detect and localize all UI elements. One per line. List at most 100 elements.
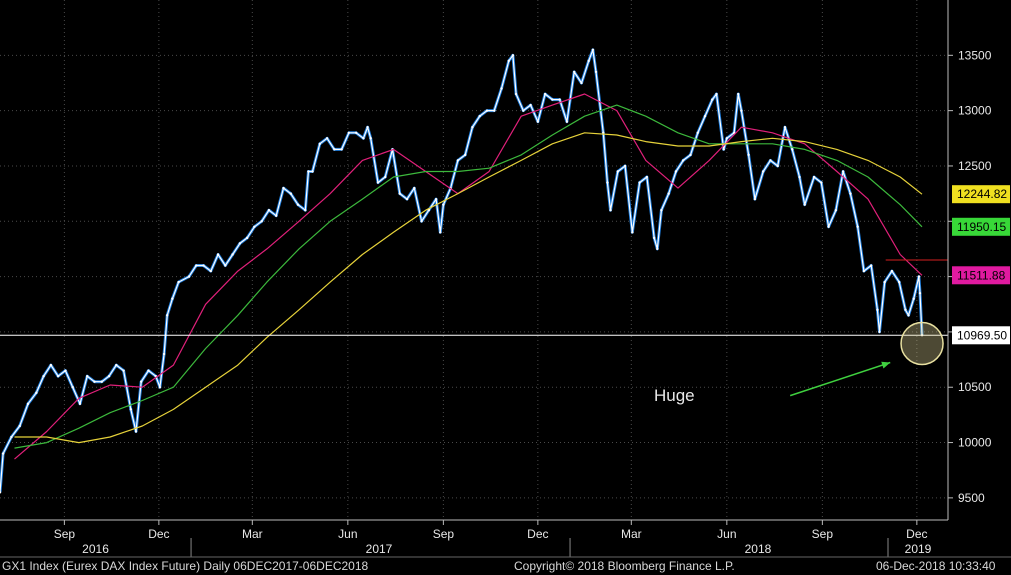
price-point: [35, 391, 38, 394]
y-tick-label: 13500: [958, 48, 992, 62]
price-point: [140, 380, 143, 383]
annotation-arrow-head: [881, 361, 891, 369]
price-series-line: [0, 49, 923, 493]
price-point: [56, 374, 60, 378]
price-point: [71, 386, 74, 389]
annotation-arrow: [789, 361, 891, 397]
price-point: [195, 264, 198, 267]
price-point: [798, 175, 801, 179]
price-point: [238, 242, 242, 245]
price-point: [245, 236, 249, 240]
price-point: [478, 114, 481, 118]
price-point: [907, 314, 910, 317]
price-point: [918, 291, 922, 295]
axis-layer: 9500 10000 10500 12500 13000 13500 Sep Dec Mar Ju…: [0, 0, 1011, 558]
price-point: [340, 148, 343, 151]
price-point: [282, 186, 285, 190]
price-point: [134, 430, 138, 433]
price-point: [878, 330, 881, 334]
value-label-text: 12244.82: [957, 187, 1007, 201]
value-label-bg: [952, 326, 1010, 345]
ma_long-series-line: [14, 132, 923, 444]
price-point: [747, 153, 750, 157]
price-point: [529, 103, 532, 107]
price-point: [616, 170, 620, 173]
x-tick-label: Sep: [812, 527, 834, 541]
price-point: [456, 159, 460, 162]
price-point: [122, 369, 125, 372]
price-point: [565, 120, 569, 123]
value-label-bg: [952, 217, 1010, 236]
price-point: [471, 126, 474, 129]
x-year-label: 2018: [745, 542, 772, 556]
price-point: [725, 137, 729, 140]
series-layer: [0, 48, 924, 494]
price-point: [187, 275, 191, 278]
annotation-huge: Huge: [654, 386, 695, 405]
price-point: [689, 153, 692, 157]
price-point: [398, 192, 401, 195]
price-point: [841, 170, 845, 173]
price-point: [722, 148, 725, 151]
price-point: [609, 209, 612, 212]
price-point: [42, 374, 45, 378]
price-point: [384, 175, 387, 179]
price-point: [820, 181, 823, 184]
price-point: [354, 131, 358, 134]
y-tick-label: 12500: [958, 159, 992, 173]
highlight-circle: [900, 321, 944, 366]
price-point: [856, 225, 859, 229]
ma_mid-series-line: [14, 104, 923, 449]
price-point: [442, 203, 445, 206]
value-label-text: 10969.50: [957, 328, 1007, 342]
price-point: [849, 192, 852, 195]
price-point: [333, 148, 336, 151]
price-point: [514, 92, 518, 96]
price-point: [177, 280, 180, 284]
y-tick-label: 9500: [958, 491, 985, 505]
price-point: [434, 197, 438, 201]
price-point: [623, 164, 627, 168]
price-point: [783, 126, 787, 129]
price-point: [64, 369, 67, 372]
price-point: [580, 81, 583, 85]
ma_short-series-line: [14, 93, 923, 460]
footer-timestamp: 06-Dec-2018 10:33:40: [876, 559, 996, 573]
price-point: [791, 148, 794, 151]
price-point: [307, 170, 310, 173]
value-label-bg: [952, 266, 1010, 285]
price-point: [420, 220, 423, 223]
price-point: [753, 197, 757, 201]
price-point: [311, 170, 314, 173]
price-point: [761, 170, 765, 173]
footer-security: GX1 Index (Eurex DAX Index Future) Daily…: [2, 559, 369, 573]
price-point: [522, 109, 525, 112]
price-point: [834, 209, 838, 212]
price-point: [405, 197, 409, 201]
price-point: [500, 87, 503, 90]
x-year-label: 2016: [82, 542, 109, 556]
price-point: [107, 374, 111, 378]
price-point: [209, 269, 212, 273]
x-tick-label: Mar: [621, 527, 642, 541]
price-point: [231, 253, 234, 256]
price-point: [551, 98, 554, 101]
price-point: [296, 203, 300, 206]
x-tick-label: Mar: [242, 527, 263, 541]
price-point: [897, 280, 901, 284]
price-point: [49, 363, 53, 367]
price-point: [631, 231, 634, 234]
price-point: [511, 54, 515, 57]
price-point: [827, 225, 830, 229]
price-point: [115, 363, 118, 367]
price-point: [869, 264, 873, 267]
price-point: [93, 380, 96, 383]
price-point: [645, 175, 649, 179]
x-tick-label: Dec: [527, 527, 548, 541]
price-point: [463, 153, 467, 157]
price-point: [543, 92, 547, 96]
price-point: [366, 126, 369, 129]
price-point: [362, 137, 365, 140]
price-point: [660, 209, 663, 212]
